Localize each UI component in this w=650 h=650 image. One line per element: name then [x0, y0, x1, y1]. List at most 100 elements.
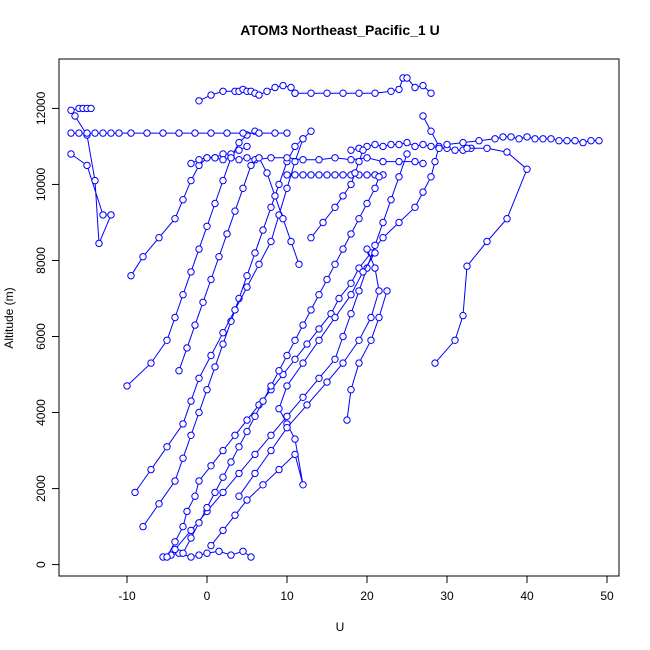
data-point [375, 173, 383, 181]
y-axis: 0 2000 4000 6000 8000 10000 12000 [34, 91, 59, 568]
data-point [323, 171, 331, 179]
data-point [427, 173, 435, 181]
data-point [555, 137, 563, 145]
data-point [523, 165, 531, 173]
data-point [515, 135, 523, 143]
data-point [183, 344, 191, 352]
data-point [187, 431, 195, 439]
data-point [155, 500, 163, 508]
data-point [363, 199, 371, 208]
x-tick-label: 50 [600, 589, 614, 603]
data-point [243, 283, 251, 291]
data-point [371, 264, 379, 272]
data-point [379, 157, 387, 166]
data-point [283, 184, 291, 193]
data-point [179, 196, 187, 204]
data-point [343, 416, 351, 424]
data-point [203, 549, 211, 557]
data-point [87, 104, 95, 113]
data-point [83, 161, 91, 170]
data-point [303, 340, 311, 348]
data-point [307, 234, 315, 242]
data-point [299, 171, 307, 179]
data-point [563, 137, 571, 145]
data-point [207, 541, 215, 550]
data-point [207, 129, 215, 137]
data-point [587, 137, 595, 145]
data-point [107, 211, 115, 219]
series-line [162, 550, 252, 558]
data-point [331, 313, 339, 322]
data-point [299, 393, 307, 401]
data-point [199, 298, 207, 306]
data-point [411, 203, 419, 212]
series-line [70, 115, 112, 244]
data-point [255, 154, 263, 162]
x-tick-label: 30 [440, 589, 454, 603]
data-point [283, 129, 291, 137]
data-point [163, 553, 171, 561]
data-point [267, 237, 275, 246]
data-point [215, 547, 223, 555]
data-point [163, 336, 171, 344]
data-point [375, 313, 383, 322]
data-point [283, 412, 291, 420]
data-point [127, 272, 135, 280]
data-point [187, 176, 195, 185]
data-point [219, 176, 227, 185]
data-point [211, 363, 219, 371]
data-point [243, 416, 251, 424]
data-point [259, 226, 267, 234]
data-point [219, 87, 227, 96]
data-point [411, 157, 419, 166]
data-point [303, 401, 311, 409]
data-point [179, 420, 187, 428]
data-point [227, 551, 235, 559]
data-point [307, 306, 315, 314]
data-point [507, 133, 515, 141]
data-point [179, 454, 187, 462]
data-point [499, 133, 507, 141]
data-point [283, 351, 291, 360]
data-point [147, 359, 155, 367]
series-22 [343, 287, 391, 424]
data-point [263, 169, 271, 177]
data-point [227, 154, 235, 162]
data-point [347, 156, 355, 164]
data-point [163, 443, 171, 451]
data-point [211, 488, 219, 497]
data-point [307, 171, 315, 179]
data-point [171, 477, 179, 485]
data-point [363, 245, 371, 253]
data-point [315, 325, 323, 333]
data-point [243, 496, 251, 504]
data-point [195, 374, 203, 382]
data-point [387, 140, 395, 149]
y-tick-label: 4000 [34, 399, 48, 426]
data-point [147, 465, 155, 474]
data-point [179, 522, 187, 531]
data-point [371, 184, 379, 193]
series-line [134, 138, 304, 493]
data-point [219, 340, 227, 348]
series-16 [195, 81, 299, 105]
data-point [187, 159, 195, 168]
data-point [307, 89, 315, 97]
data-point [251, 450, 259, 459]
series-line [346, 290, 388, 421]
data-point [299, 481, 307, 489]
data-point [379, 218, 387, 227]
data-point [179, 549, 187, 557]
data-point [323, 275, 331, 284]
data-point [387, 87, 395, 96]
data-point [207, 462, 215, 470]
data-point [363, 171, 371, 179]
data-point [155, 234, 163, 242]
data-point [235, 146, 243, 154]
data-point [283, 424, 291, 432]
series-15 [431, 144, 531, 367]
data-point [127, 129, 135, 137]
data-point [379, 142, 387, 151]
data-point [207, 275, 215, 284]
